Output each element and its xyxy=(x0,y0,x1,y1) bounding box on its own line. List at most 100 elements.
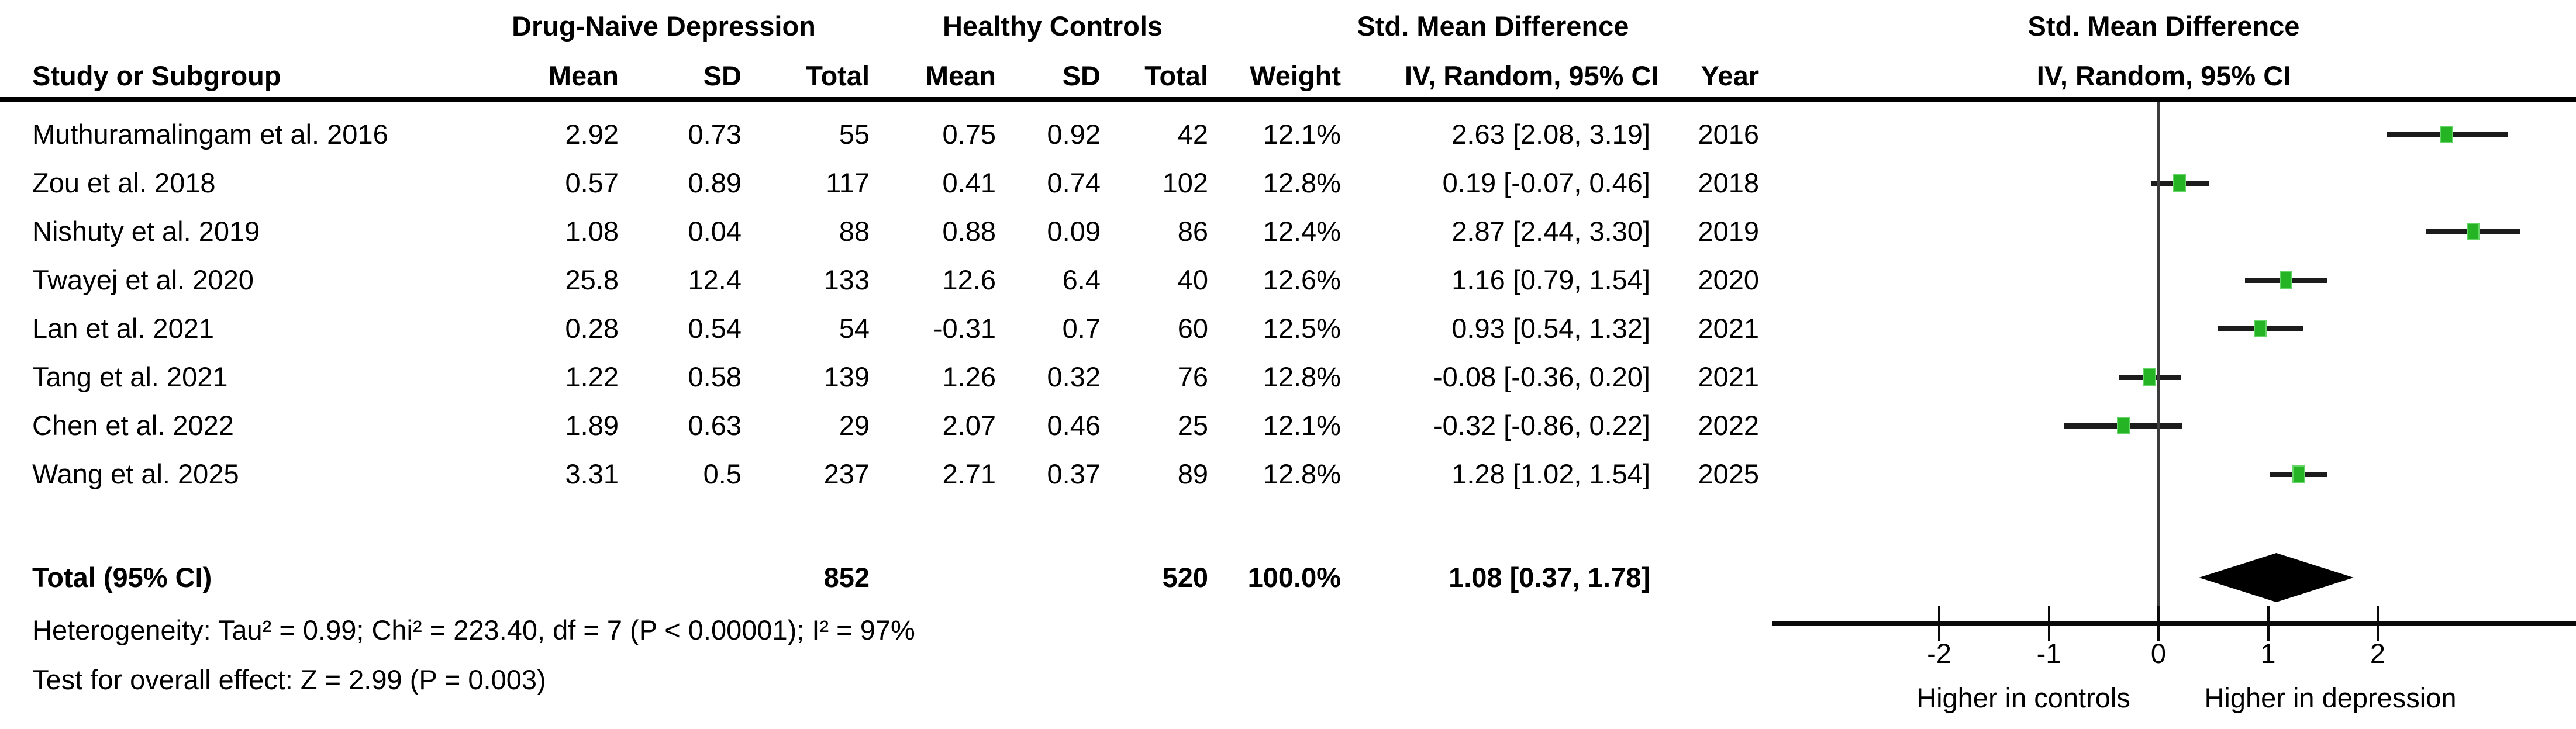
weight-value: 12.8% xyxy=(1263,361,1341,392)
year-value: 2021 xyxy=(1698,313,1759,344)
total1-value: 54 xyxy=(839,313,870,344)
total1-value: 237 xyxy=(823,458,870,489)
ci-text: 0.93 [0.54, 1.32] xyxy=(1451,313,1650,344)
ci-text: 2.63 [2.08, 3.19] xyxy=(1451,119,1650,150)
col-header-study: Study or Subgroup xyxy=(32,60,281,91)
axis-left-label: Higher in controls xyxy=(1916,682,2130,713)
total2-value: 102 xyxy=(1162,167,1208,198)
axis-tick xyxy=(1938,606,1940,641)
total1-value: 55 xyxy=(839,119,870,150)
total2-value: 60 xyxy=(1177,313,1208,344)
effect-marker xyxy=(2172,174,2186,192)
mean2-value: 12.6 xyxy=(942,264,996,295)
col-header-iv: IV, Random, 95% CI xyxy=(1405,60,1659,91)
sd1-value: 0.54 xyxy=(688,313,742,344)
weight-value: 12.8% xyxy=(1263,458,1341,489)
effect-marker xyxy=(2292,465,2305,483)
mean2-value: 0.75 xyxy=(942,119,996,150)
axis-tick-label: 2 xyxy=(2370,638,2386,669)
study-label: Zou et al. 2018 xyxy=(32,167,216,198)
effect-marker xyxy=(2279,271,2292,289)
sd2-value: 0.46 xyxy=(1047,410,1101,441)
mean1-value: 25.8 xyxy=(565,264,619,295)
total-n-control: 520 xyxy=(1162,562,1208,593)
total1-value: 133 xyxy=(823,264,870,295)
ci-text: -0.08 [-0.36, 0.20] xyxy=(1433,361,1650,392)
study-label: Tang et al. 2021 xyxy=(32,361,228,392)
col-header-mean2: Mean xyxy=(925,60,996,91)
group-header-smd: Std. Mean Difference xyxy=(1357,11,1629,42)
sd1-value: 0.89 xyxy=(688,167,742,198)
weight-value: 12.4% xyxy=(1263,216,1341,247)
col-header-sd1: SD xyxy=(703,60,742,91)
year-value: 2020 xyxy=(1698,264,1759,295)
year-value: 2016 xyxy=(1698,119,1759,150)
ci-text: 2.87 [2.44, 3.30] xyxy=(1451,216,1650,247)
col-header-year: Year xyxy=(1701,60,1759,91)
mean1-value: 0.57 xyxy=(565,167,619,198)
total-n-treatment: 852 xyxy=(823,562,870,593)
mean2-value: 2.07 xyxy=(942,410,996,441)
mean2-value: 0.41 xyxy=(942,167,996,198)
plot-subtitle: IV, Random, 95% CI xyxy=(2036,60,2291,91)
year-value: 2025 xyxy=(1698,458,1759,489)
sd2-value: 0.7 xyxy=(1062,313,1101,344)
weight-value: 12.5% xyxy=(1263,313,1341,344)
effect-marker xyxy=(2254,320,2267,337)
sd2-value: 0.92 xyxy=(1047,119,1101,150)
sd2-value: 0.37 xyxy=(1047,458,1101,489)
sd1-value: 12.4 xyxy=(688,264,742,295)
year-value: 2021 xyxy=(1698,361,1759,392)
effect-marker xyxy=(2440,126,2454,143)
axis-tick-label: -1 xyxy=(2036,638,2061,669)
axis-tick-label: -2 xyxy=(1927,638,1951,669)
effect-marker xyxy=(2143,368,2156,386)
weight-value: 12.6% xyxy=(1263,264,1341,295)
ci-text: 1.28 [1.02, 1.54] xyxy=(1451,458,1650,489)
sd2-value: 6.4 xyxy=(1062,264,1101,295)
weight-value: 12.8% xyxy=(1263,167,1341,198)
sd2-value: 0.09 xyxy=(1047,216,1101,247)
axis-tick-label: 0 xyxy=(2150,638,2167,669)
effect-marker xyxy=(2117,417,2130,434)
mean1-value: 1.08 xyxy=(565,216,619,247)
total2-value: 25 xyxy=(1177,410,1208,441)
ci-text: 0.19 [-0.07, 0.46] xyxy=(1442,167,1650,198)
pooled-diamond xyxy=(2199,553,2354,602)
study-label: Chen et al. 2022 xyxy=(32,410,234,441)
mean1-value: 1.22 xyxy=(565,361,619,392)
total1-value: 29 xyxy=(839,410,870,441)
sd1-value: 0.63 xyxy=(688,410,742,441)
total-ci-text: 1.08 [0.37, 1.78] xyxy=(1449,562,1650,593)
axis-tick xyxy=(2377,606,2379,641)
header-divider xyxy=(0,97,2576,102)
total2-value: 40 xyxy=(1177,264,1208,295)
sd2-value: 0.32 xyxy=(1047,361,1101,392)
weight-value: 12.1% xyxy=(1263,410,1341,441)
col-header-total1: Total xyxy=(806,60,870,91)
total2-value: 89 xyxy=(1177,458,1208,489)
sd2-value: 0.74 xyxy=(1047,167,1101,198)
study-label: Lan et al. 2021 xyxy=(32,313,214,344)
mean2-value: 1.26 xyxy=(942,361,996,392)
mean1-value: 0.28 xyxy=(565,313,619,344)
total1-value: 139 xyxy=(823,361,870,392)
year-value: 2022 xyxy=(1698,410,1759,441)
study-label: Wang et al. 2025 xyxy=(32,458,239,489)
sd1-value: 0.04 xyxy=(688,216,742,247)
sd1-value: 0.5 xyxy=(703,458,742,489)
total2-value: 86 xyxy=(1177,216,1208,247)
total2-value: 76 xyxy=(1177,361,1208,392)
total1-value: 88 xyxy=(839,216,870,247)
mean2-value: 2.71 xyxy=(942,458,996,489)
year-value: 2019 xyxy=(1698,216,1759,247)
total-label: Total (95% CI) xyxy=(32,562,212,593)
total2-value: 42 xyxy=(1177,119,1208,150)
study-label: Twayej et al. 2020 xyxy=(32,264,254,295)
sd1-value: 0.58 xyxy=(688,361,742,392)
effect-marker xyxy=(2467,223,2480,240)
group-header-control: Healthy Controls xyxy=(942,11,1163,42)
axis-tick-label: 1 xyxy=(2260,638,2276,669)
col-header-mean1: Mean xyxy=(548,60,619,91)
